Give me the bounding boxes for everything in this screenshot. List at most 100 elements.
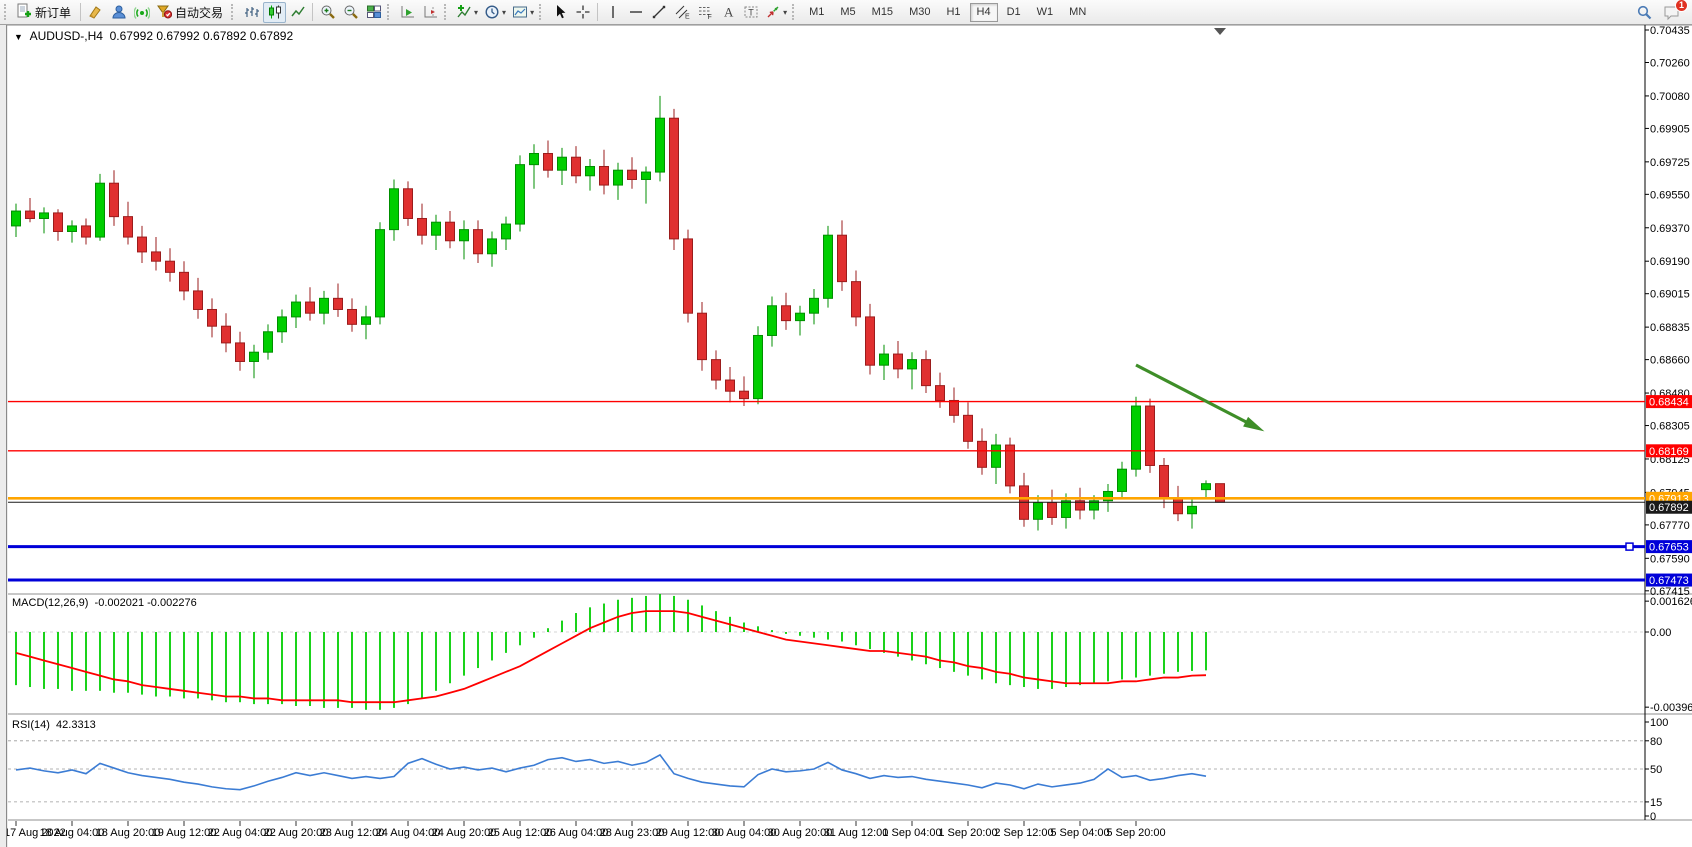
candle-body xyxy=(179,271,189,292)
candle-body xyxy=(1187,505,1197,515)
candle-body xyxy=(1061,500,1071,518)
candle-body xyxy=(1089,500,1099,511)
candle-body xyxy=(893,353,903,370)
candle-body xyxy=(81,225,91,238)
svg-text:0.69370: 0.69370 xyxy=(1650,223,1690,235)
rsi-layer xyxy=(15,753,1207,791)
candle-body xyxy=(1131,405,1141,470)
candle-body xyxy=(1075,500,1085,511)
toolbar-grip[interactable] xyxy=(792,4,797,20)
chat-button[interactable]: 1 xyxy=(1660,0,1688,23)
svg-text:30 Aug 04:00: 30 Aug 04:00 xyxy=(712,827,777,839)
timeframe-m30[interactable]: M30 xyxy=(909,6,931,18)
zoom-out-button[interactable] xyxy=(339,2,362,23)
trend-arrow[interactable] xyxy=(1135,363,1265,432)
svg-text:1 Sep 20:00: 1 Sep 20:00 xyxy=(938,827,997,839)
candle-body xyxy=(1033,502,1043,520)
candle-body xyxy=(473,229,483,255)
profiles-button[interactable] xyxy=(107,2,130,23)
candle-body xyxy=(571,156,581,177)
indicators-button[interactable]: ▾ xyxy=(453,2,481,23)
toolbar-grip[interactable] xyxy=(387,4,392,20)
timeframe-mn[interactable]: MN xyxy=(1069,6,1087,18)
svg-text:50: 50 xyxy=(1650,764,1662,776)
svg-text:0.68169: 0.68169 xyxy=(1649,446,1689,458)
line-chart-button[interactable] xyxy=(286,2,309,23)
timeframe-m1[interactable]: M1 xyxy=(809,6,825,18)
candle-body xyxy=(165,260,175,273)
symbol-title: AUDUSD-,H4 xyxy=(29,29,103,43)
timeframe-m5[interactable]: M5 xyxy=(840,6,856,18)
templates-button[interactable]: ▾ xyxy=(509,2,537,23)
chevron-down-icon: ▾ xyxy=(474,7,479,17)
vertical-line-icon xyxy=(611,6,614,18)
toolbar-grip[interactable] xyxy=(231,4,236,20)
timeframe-h1[interactable]: H1 xyxy=(946,6,961,18)
tile-windows-button[interactable] xyxy=(362,2,385,23)
bar-chart-button[interactable] xyxy=(240,2,263,23)
fibonacci-button[interactable]: F xyxy=(693,2,716,23)
horizontal-lines[interactable]: 0.684340.681690.679130.678920.676530.674… xyxy=(8,395,1692,587)
tile-windows-icon xyxy=(366,5,381,18)
toolbar-grip[interactable] xyxy=(444,4,449,20)
trendline-button[interactable] xyxy=(647,2,670,23)
candle-body xyxy=(249,351,259,362)
macd-signal-line xyxy=(15,610,1207,704)
search-button[interactable] xyxy=(1633,2,1656,23)
candle-body xyxy=(403,188,413,219)
chart-shift-button[interactable] xyxy=(419,2,442,23)
toolbar-grip[interactable] xyxy=(539,4,544,20)
arrows-button[interactable]: ▾ xyxy=(762,2,790,23)
chart-shift-marker[interactable] xyxy=(1214,28,1226,35)
chevron-down-icon[interactable]: ▼ xyxy=(14,32,23,42)
candle-body xyxy=(361,316,371,325)
timeframe-h4[interactable]: H4 xyxy=(969,2,998,22)
candle-body xyxy=(109,182,119,218)
candle-body xyxy=(851,281,861,318)
candle-body xyxy=(669,117,679,240)
new-order-button[interactable]: 新订单 xyxy=(13,2,77,23)
wand-button[interactable] xyxy=(84,2,107,23)
search-icon xyxy=(1637,5,1652,19)
candle-body xyxy=(739,390,749,400)
autotrade-button[interactable]: 自动交易 xyxy=(153,2,229,23)
rsi-line xyxy=(15,753,1207,791)
candle-body xyxy=(585,165,595,177)
timeframe-m15[interactable]: M15 xyxy=(871,6,894,18)
svg-text:2 Sep 12:00: 2 Sep 12:00 xyxy=(994,827,1053,839)
svg-text:0.67590: 0.67590 xyxy=(1650,553,1690,565)
equidistant-channel-button[interactable]: E xyxy=(670,2,693,23)
timeframe-d1[interactable]: D1 xyxy=(1006,6,1021,18)
text-button[interactable]: A xyxy=(716,2,739,23)
price-axis: 0.70435 0.70260 0.70080 0.69905 0.69725 0.695… xyxy=(1645,25,1690,598)
crosshair-button[interactable] xyxy=(571,2,594,23)
candle-body xyxy=(753,334,763,400)
timeframe-w1[interactable]: W1 xyxy=(1036,6,1054,18)
line-drag-handle[interactable] xyxy=(1625,542,1634,551)
rsi-label: RSI(14) 42.3313 xyxy=(12,719,96,731)
cursor-button[interactable] xyxy=(548,2,571,23)
signals-button[interactable] xyxy=(130,2,153,23)
zoom-in-button[interactable] xyxy=(316,2,339,23)
text-label-icon: T xyxy=(744,6,758,18)
svg-text:0.69725: 0.69725 xyxy=(1650,157,1690,169)
autotrade-label: 自动交易 xyxy=(175,5,224,20)
svg-text:0.69015: 0.69015 xyxy=(1650,289,1690,301)
vertical-line-button[interactable] xyxy=(601,2,624,23)
toolbar-grip[interactable] xyxy=(4,4,9,20)
svg-text:80: 80 xyxy=(1650,736,1662,748)
candlestick-chart-button[interactable] xyxy=(263,1,287,23)
candle-body xyxy=(291,301,301,318)
svg-text:0.69190: 0.69190 xyxy=(1650,256,1690,268)
periods-button[interactable]: ▾ xyxy=(481,2,509,23)
candle-body xyxy=(683,238,693,314)
svg-text:0.70080: 0.70080 xyxy=(1650,91,1690,103)
horizontal-line-button[interactable] xyxy=(624,2,647,23)
candle-body xyxy=(459,229,469,242)
svg-text:24 Aug 20:00: 24 Aug 20:00 xyxy=(432,827,497,839)
auto-scroll-button[interactable] xyxy=(396,2,419,23)
candle-body xyxy=(781,305,791,322)
text-label-button[interactable]: T xyxy=(739,2,762,23)
